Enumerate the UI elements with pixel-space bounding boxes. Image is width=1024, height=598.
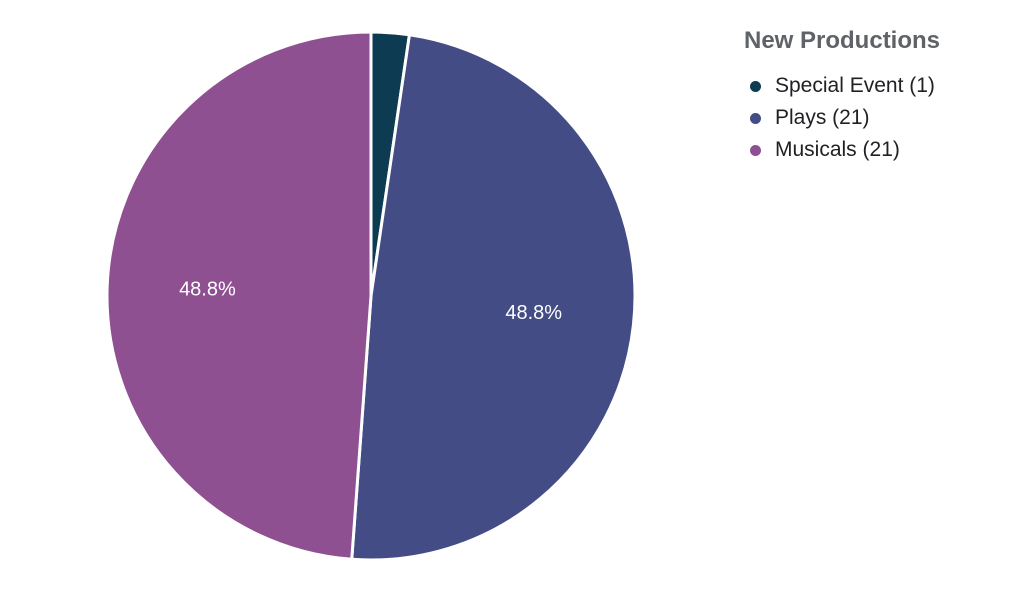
legend-list: Special Event (1) Plays (21) Musicals (2…: [744, 70, 1014, 166]
chart-title: New Productions: [744, 27, 941, 54]
chart-legend: New Productions Special Event (1) Plays …: [744, 26, 1014, 166]
slice-percent-label-plays: 48.8%: [505, 302, 562, 324]
legend-label: Plays (21): [775, 106, 870, 129]
legend-item-musicals[interactable]: Musicals (21): [744, 134, 1014, 166]
slice-percent-label-musicals: 48.8%: [179, 278, 236, 300]
legend-label: Special Event (1): [775, 74, 935, 97]
legend-swatch-special-event: [750, 80, 761, 92]
legend-item-special-event[interactable]: Special Event (1): [744, 70, 1014, 102]
legend-item-plays[interactable]: Plays (21): [744, 102, 1014, 134]
legend-label: Musicals (21): [775, 138, 900, 161]
legend-swatch-musicals: [750, 144, 761, 156]
pie-slice-plays[interactable]: [350, 33, 637, 562]
legend-swatch-plays: [750, 112, 761, 124]
pie-slice-musicals[interactable]: [105, 30, 373, 561]
